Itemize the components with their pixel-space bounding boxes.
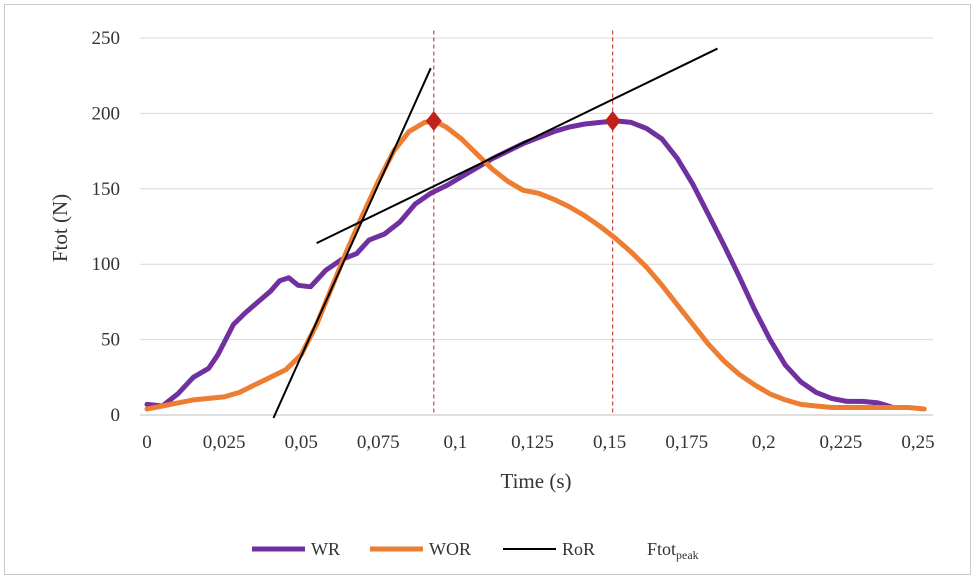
x-tick-label: 0,25 xyxy=(901,432,934,453)
x-tick-label: 0,025 xyxy=(203,432,246,453)
x-tick-label: 0,2 xyxy=(752,432,776,453)
x-tick-label: 0 xyxy=(142,432,152,453)
x-axis-title: Time (s) xyxy=(501,469,572,493)
legend-label-ftot: Ftot xyxy=(647,539,676,559)
peak-reference-lines xyxy=(433,30,614,415)
x-tick-labels: 0 0,025 0,05 0,075 0,1 0,125 0,15 0,175 0,2 0,225… xyxy=(142,432,934,453)
y-tick-label: 50 xyxy=(101,330,120,351)
peak-markers xyxy=(425,110,621,131)
x-tick-label: 0,15 xyxy=(593,432,626,453)
x-tick-label: 0,175 xyxy=(665,432,708,453)
y-tick-label: 250 xyxy=(92,28,121,49)
legend-label-wr: WR xyxy=(311,539,340,559)
x-tick-label: 0,225 xyxy=(820,432,863,453)
legend-label-ror: RoR xyxy=(562,539,595,559)
y-axis-title: Ftot (N) xyxy=(48,194,72,262)
gridlines xyxy=(140,37,933,416)
ror-tangent-line xyxy=(316,47,718,244)
x-tick-label: 0,1 xyxy=(444,432,468,453)
legend: WR WOR RoR Ftotpeak xyxy=(252,539,699,562)
y-tick-labels: 0 50 100 150 200 250 xyxy=(92,28,121,426)
series-lines xyxy=(144,47,927,419)
legend-label-peak-subscript: peak xyxy=(676,548,699,562)
y-tick-label: 150 xyxy=(92,179,121,200)
peak-marker xyxy=(604,110,621,131)
x-tick-label: 0,05 xyxy=(285,432,318,453)
y-tick-label: 0 xyxy=(111,405,121,426)
peak-marker xyxy=(425,110,442,131)
chart-frame xyxy=(4,4,971,575)
y-tick-label: 200 xyxy=(92,103,121,124)
y-tick-label: 100 xyxy=(92,254,121,275)
legend-label-ftot-peak: Ftotpeak xyxy=(647,539,699,562)
series-line-wor xyxy=(144,118,927,412)
x-tick-label: 0,075 xyxy=(357,432,400,453)
ror-tangent-line xyxy=(272,67,432,419)
legend-label-wor: WOR xyxy=(429,539,471,559)
x-tick-label: 0,125 xyxy=(511,432,554,453)
